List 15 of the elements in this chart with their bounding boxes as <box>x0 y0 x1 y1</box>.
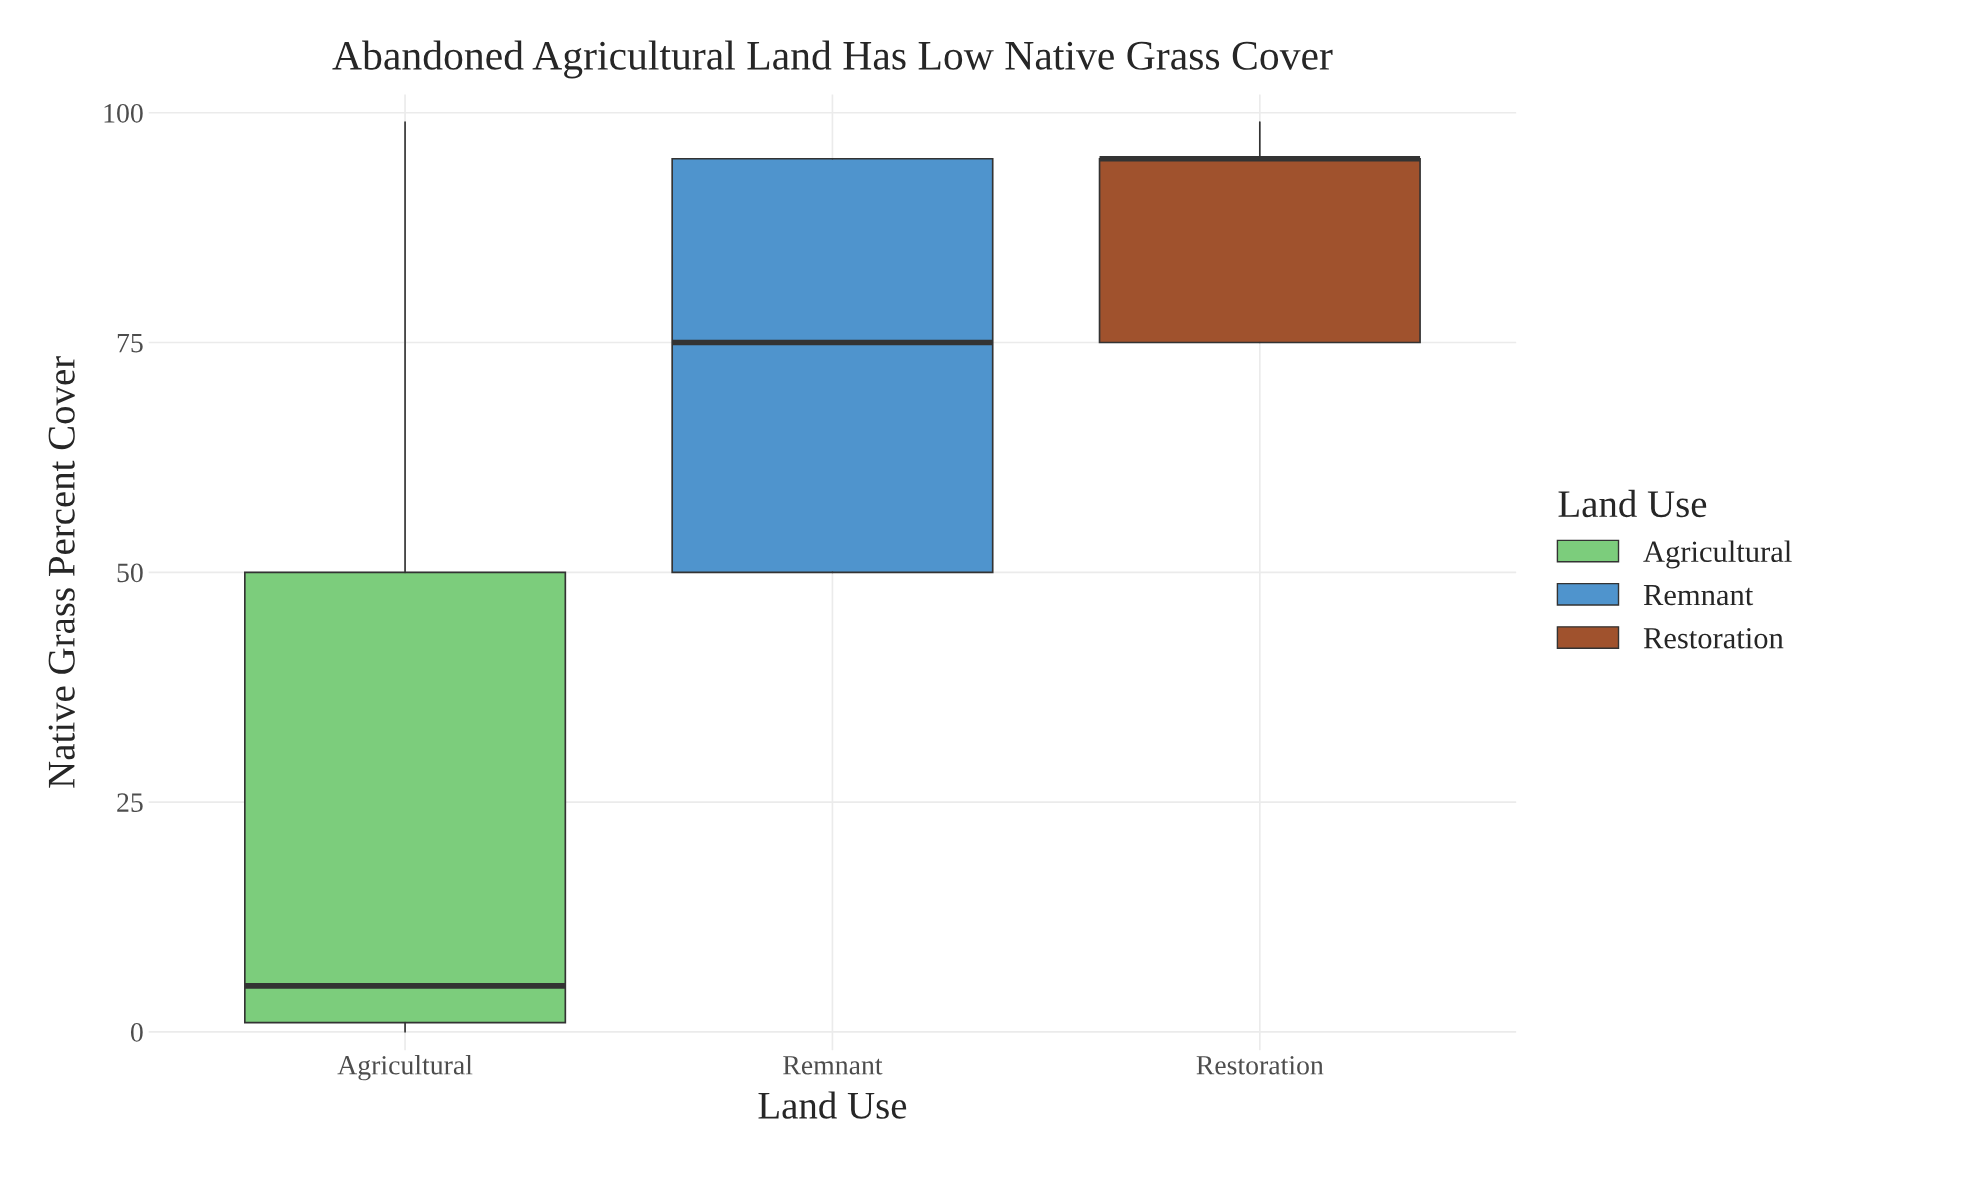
x-tick-label: Agricultural <box>337 1055 473 1081</box>
y-axis-title: Native Grass Percent Cover <box>48 356 75 788</box>
x-tick-label: Restoration <box>1196 1055 1324 1075</box>
legend-title: Land Use <box>1558 489 1707 518</box>
y-tick-label: 25 <box>117 793 143 812</box>
legend-label: Restoration <box>1643 628 1784 649</box>
y-tick-label: 50 <box>117 563 143 583</box>
y-tick-label: 100 <box>104 103 143 123</box>
legend-label: Agricultural <box>1643 540 1792 569</box>
y-tick-label: 0 <box>130 1022 143 1042</box>
chart-title: Abandoned Agricultural Land Has Low Native Grass Cover <box>332 40 1333 79</box>
x-tick-label: Remnant <box>783 1056 883 1075</box>
legend-label: Remnant <box>1643 585 1754 606</box>
x-axis-title: Land Use <box>758 1091 907 1119</box>
y-tick-label: 75 <box>117 333 143 353</box>
